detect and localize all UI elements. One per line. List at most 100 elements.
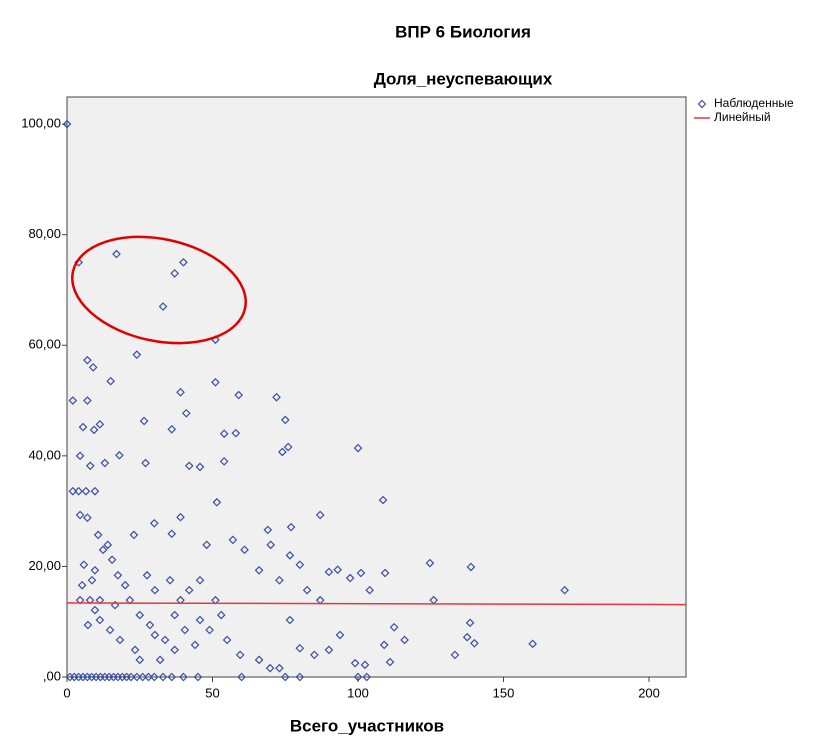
point xyxy=(113,570,123,580)
point xyxy=(85,461,95,471)
point xyxy=(219,457,229,466)
legend-marker xyxy=(697,99,707,109)
point xyxy=(222,635,232,645)
point xyxy=(285,615,295,625)
point xyxy=(212,497,222,507)
point xyxy=(560,585,569,595)
point xyxy=(68,396,78,405)
point xyxy=(150,585,160,595)
point xyxy=(132,350,142,360)
point xyxy=(466,562,476,572)
point xyxy=(75,510,85,520)
point xyxy=(139,416,149,426)
x-axis-label: Всего_участников xyxy=(290,716,444,735)
point xyxy=(216,610,226,620)
point xyxy=(145,620,155,630)
point xyxy=(179,257,188,267)
point xyxy=(315,510,325,520)
point xyxy=(181,408,191,418)
point xyxy=(176,387,185,397)
y-tick-label: ,00 xyxy=(43,668,61,683)
point xyxy=(149,518,159,528)
point xyxy=(324,567,334,577)
point xyxy=(83,355,92,365)
point xyxy=(83,513,92,523)
point xyxy=(470,638,479,648)
point xyxy=(88,363,98,372)
point xyxy=(100,458,110,468)
point xyxy=(205,625,214,635)
point xyxy=(283,442,293,452)
point xyxy=(135,655,145,665)
legend-label: Наблюденные xyxy=(714,96,794,110)
point xyxy=(180,625,190,635)
point xyxy=(135,610,145,620)
point xyxy=(379,640,389,650)
point xyxy=(333,565,342,575)
point xyxy=(237,672,246,682)
annotation-ellipse xyxy=(71,235,247,345)
point xyxy=(110,600,120,610)
point xyxy=(263,525,273,535)
point xyxy=(87,575,97,585)
point xyxy=(103,540,113,550)
point xyxy=(190,640,200,650)
point xyxy=(275,663,284,673)
point xyxy=(90,565,100,575)
point xyxy=(144,672,153,682)
point xyxy=(195,575,205,585)
point xyxy=(380,568,390,578)
point xyxy=(132,672,142,682)
chart-subtitle: Доля_неуспевающих xyxy=(374,69,553,88)
point xyxy=(231,428,241,438)
y-tick-label: 80,00 xyxy=(28,226,61,241)
point xyxy=(385,657,395,667)
point xyxy=(167,672,177,682)
point xyxy=(280,672,290,682)
point xyxy=(266,540,276,550)
point xyxy=(462,632,472,642)
point xyxy=(83,396,92,405)
point xyxy=(195,615,205,625)
point xyxy=(353,443,363,453)
point xyxy=(107,555,117,565)
point xyxy=(275,575,284,585)
point xyxy=(158,672,168,682)
y-tick-label: 60,00 xyxy=(28,337,61,352)
point xyxy=(265,663,275,673)
y-tick-label: 40,00 xyxy=(28,447,61,462)
point xyxy=(95,615,105,625)
point xyxy=(138,672,148,682)
point xyxy=(165,575,175,585)
point xyxy=(254,565,264,575)
point xyxy=(286,522,296,532)
point xyxy=(62,119,72,129)
point xyxy=(120,580,130,590)
point xyxy=(211,377,220,387)
point xyxy=(89,425,99,435)
point xyxy=(90,605,100,615)
point xyxy=(79,560,89,570)
point xyxy=(295,560,305,570)
point xyxy=(78,422,88,432)
point xyxy=(130,645,140,655)
point xyxy=(74,486,83,496)
point xyxy=(149,672,159,682)
point xyxy=(228,535,238,545)
point xyxy=(350,658,360,668)
point xyxy=(115,635,125,645)
point xyxy=(141,458,150,468)
point xyxy=(176,512,185,522)
point xyxy=(360,660,370,670)
point xyxy=(112,249,121,259)
x-tick-label: 150 xyxy=(493,685,515,700)
x-tick-label: 100 xyxy=(347,685,369,700)
point xyxy=(167,529,177,539)
point xyxy=(115,450,124,460)
point xyxy=(93,530,103,540)
point xyxy=(295,672,305,682)
point xyxy=(142,570,152,580)
point xyxy=(160,635,170,645)
point xyxy=(150,630,160,640)
